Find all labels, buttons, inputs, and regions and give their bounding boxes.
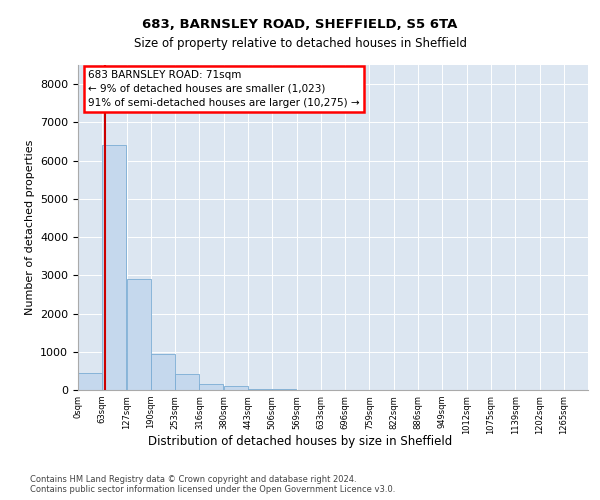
Bar: [103, 146, 126, 390]
Bar: [151, 354, 175, 390]
Bar: [199, 384, 223, 390]
Text: Contains HM Land Registry data © Crown copyright and database right 2024.
Contai: Contains HM Land Registry data © Crown c…: [30, 475, 395, 494]
Bar: [175, 374, 199, 390]
Text: Size of property relative to detached houses in Sheffield: Size of property relative to detached ho…: [133, 38, 467, 51]
Bar: [272, 389, 296, 390]
Text: Distribution of detached houses by size in Sheffield: Distribution of detached houses by size …: [148, 435, 452, 448]
Bar: [248, 389, 272, 390]
Bar: [78, 373, 102, 390]
Y-axis label: Number of detached properties: Number of detached properties: [25, 140, 35, 315]
Text: 683 BARNSLEY ROAD: 71sqm
← 9% of detached houses are smaller (1,023)
91% of semi: 683 BARNSLEY ROAD: 71sqm ← 9% of detache…: [88, 70, 360, 108]
Bar: [224, 386, 248, 390]
Bar: [127, 279, 151, 390]
Text: 683, BARNSLEY ROAD, SHEFFIELD, S5 6TA: 683, BARNSLEY ROAD, SHEFFIELD, S5 6TA: [142, 18, 458, 30]
